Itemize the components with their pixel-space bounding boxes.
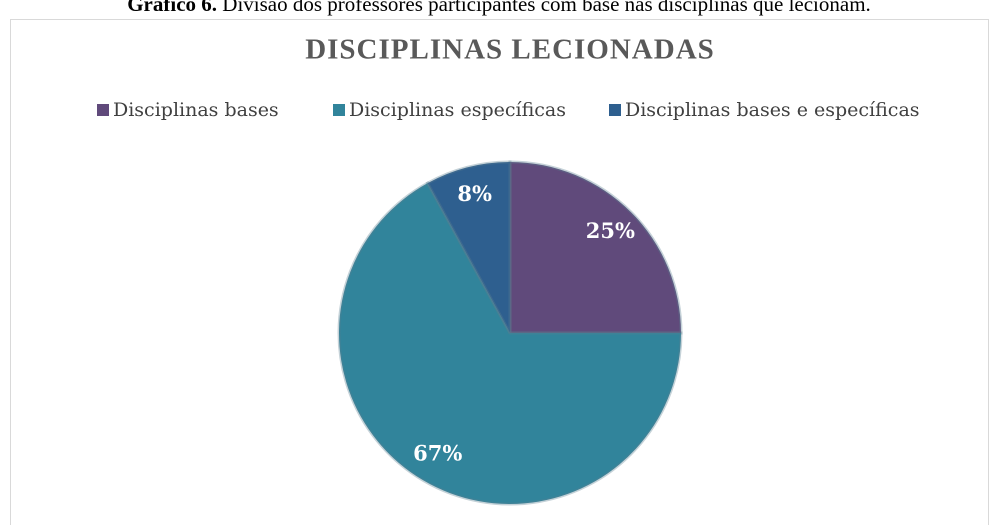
pie-slice: [337, 181, 683, 506]
legend-label: Disciplinas bases: [113, 99, 279, 121]
data-label: 67%: [413, 441, 462, 466]
caption-label: Gráfico 6.: [127, 0, 217, 16]
legend-label: Disciplinas bases e específicas: [625, 99, 920, 121]
data-label: 8%: [457, 181, 492, 206]
pie-slice: [425, 160, 512, 334]
chart-frame: [10, 19, 989, 525]
legend-swatch: [609, 104, 621, 116]
pie-slice: [508, 160, 683, 335]
chart-title: DISCIPLINAS LECIONADAS: [305, 34, 715, 66]
data-label: 25%: [586, 218, 635, 243]
caption: Gráfico 6. Divisão dos professores parti…: [127, 0, 871, 16]
legend-swatch: [333, 104, 345, 116]
caption-text: Divisão dos professores participantes co…: [222, 0, 871, 16]
legend-swatch: [97, 104, 109, 116]
legend-label: Disciplinas específicas: [349, 99, 566, 121]
